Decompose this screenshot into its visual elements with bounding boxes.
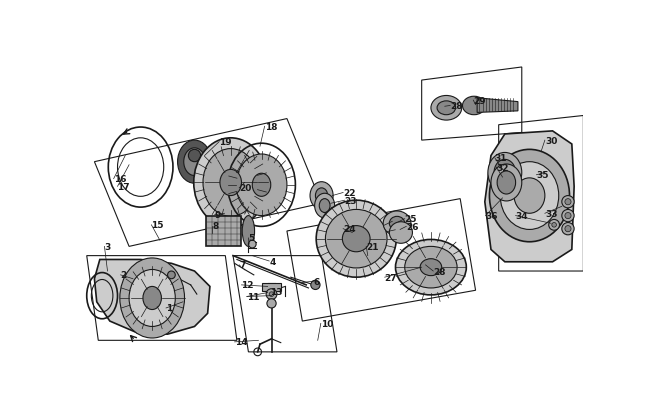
Text: 34: 34 [515, 211, 528, 221]
Ellipse shape [242, 216, 255, 247]
Text: 27: 27 [385, 273, 397, 282]
Text: 12: 12 [242, 281, 254, 290]
Text: 11: 11 [247, 292, 259, 301]
Text: 20: 20 [239, 184, 252, 193]
Ellipse shape [143, 287, 161, 310]
Ellipse shape [463, 97, 486, 115]
Ellipse shape [252, 174, 271, 197]
Text: 35: 35 [536, 171, 549, 180]
Circle shape [188, 150, 201, 162]
Circle shape [266, 289, 277, 300]
Circle shape [248, 241, 256, 248]
Ellipse shape [437, 102, 456, 115]
Ellipse shape [420, 259, 442, 276]
Text: 8: 8 [213, 222, 218, 230]
Ellipse shape [120, 258, 185, 338]
Bar [263, 284, 281, 291]
Ellipse shape [129, 270, 176, 327]
Text: 23: 23 [344, 196, 358, 205]
Ellipse shape [384, 211, 411, 236]
Text: 15: 15 [151, 221, 164, 230]
Ellipse shape [315, 194, 335, 218]
Circle shape [562, 196, 574, 208]
Circle shape [267, 299, 276, 308]
Circle shape [562, 223, 574, 235]
Ellipse shape [203, 149, 259, 217]
Text: 14: 14 [235, 337, 247, 347]
Ellipse shape [315, 188, 328, 204]
Ellipse shape [514, 179, 545, 214]
Text: 17: 17 [118, 182, 130, 191]
Ellipse shape [491, 164, 522, 201]
Text: 18: 18 [265, 122, 277, 132]
Text: 4: 4 [269, 257, 276, 266]
Text: 9: 9 [214, 211, 221, 220]
Ellipse shape [389, 222, 413, 244]
Text: 25: 25 [405, 215, 417, 224]
Ellipse shape [319, 199, 330, 213]
Polygon shape [94, 260, 210, 335]
Circle shape [565, 213, 571, 219]
Text: 32: 32 [497, 163, 509, 172]
Circle shape [311, 281, 320, 290]
Bar [206, 216, 242, 247]
Ellipse shape [497, 171, 515, 194]
Text: 36: 36 [486, 211, 498, 221]
Text: 2: 2 [121, 271, 127, 280]
Text: 26: 26 [406, 222, 419, 231]
Text: 29: 29 [473, 96, 486, 105]
Ellipse shape [395, 240, 466, 295]
Circle shape [552, 223, 556, 228]
Ellipse shape [488, 153, 522, 193]
Circle shape [549, 220, 560, 230]
Ellipse shape [220, 170, 242, 196]
Circle shape [562, 210, 574, 222]
Text: 19: 19 [219, 138, 232, 147]
Ellipse shape [326, 210, 387, 268]
Text: 5: 5 [248, 234, 255, 243]
Text: 31: 31 [495, 154, 507, 163]
Text: 24: 24 [343, 225, 356, 234]
Text: 13: 13 [270, 287, 283, 296]
Text: 3: 3 [105, 242, 111, 251]
Ellipse shape [405, 247, 457, 288]
Circle shape [269, 292, 274, 297]
Ellipse shape [316, 201, 396, 277]
Text: 6: 6 [314, 277, 320, 286]
Ellipse shape [184, 149, 205, 176]
Text: 28: 28 [450, 102, 463, 111]
Ellipse shape [489, 150, 569, 242]
Text: 22: 22 [343, 188, 356, 198]
Text: 30: 30 [545, 136, 557, 145]
Text: 28: 28 [433, 267, 446, 276]
Ellipse shape [389, 217, 405, 230]
Text: 21: 21 [366, 242, 379, 251]
Text: 7: 7 [239, 261, 246, 270]
Ellipse shape [494, 160, 515, 186]
Ellipse shape [500, 162, 559, 230]
Ellipse shape [310, 182, 333, 210]
Polygon shape [477, 98, 518, 113]
Text: 10: 10 [321, 319, 333, 328]
Ellipse shape [177, 141, 211, 184]
Ellipse shape [431, 96, 462, 121]
Circle shape [565, 226, 571, 232]
Polygon shape [485, 132, 574, 262]
Circle shape [168, 271, 176, 279]
Ellipse shape [194, 139, 268, 228]
Ellipse shape [236, 155, 287, 216]
Text: 33: 33 [545, 209, 558, 218]
Ellipse shape [343, 226, 370, 252]
Text: 16: 16 [114, 175, 126, 183]
Text: 1: 1 [166, 304, 172, 313]
Circle shape [565, 199, 571, 205]
